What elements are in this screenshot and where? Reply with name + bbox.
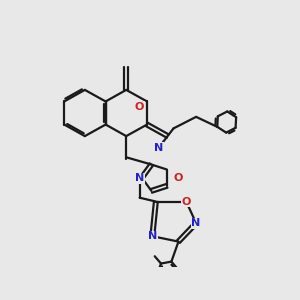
Text: N: N [148, 231, 157, 241]
Text: N: N [191, 218, 201, 228]
Text: N: N [154, 143, 163, 153]
Text: N: N [135, 173, 144, 184]
Text: O: O [135, 102, 144, 112]
Text: O: O [182, 196, 191, 206]
Text: O: O [174, 173, 183, 184]
